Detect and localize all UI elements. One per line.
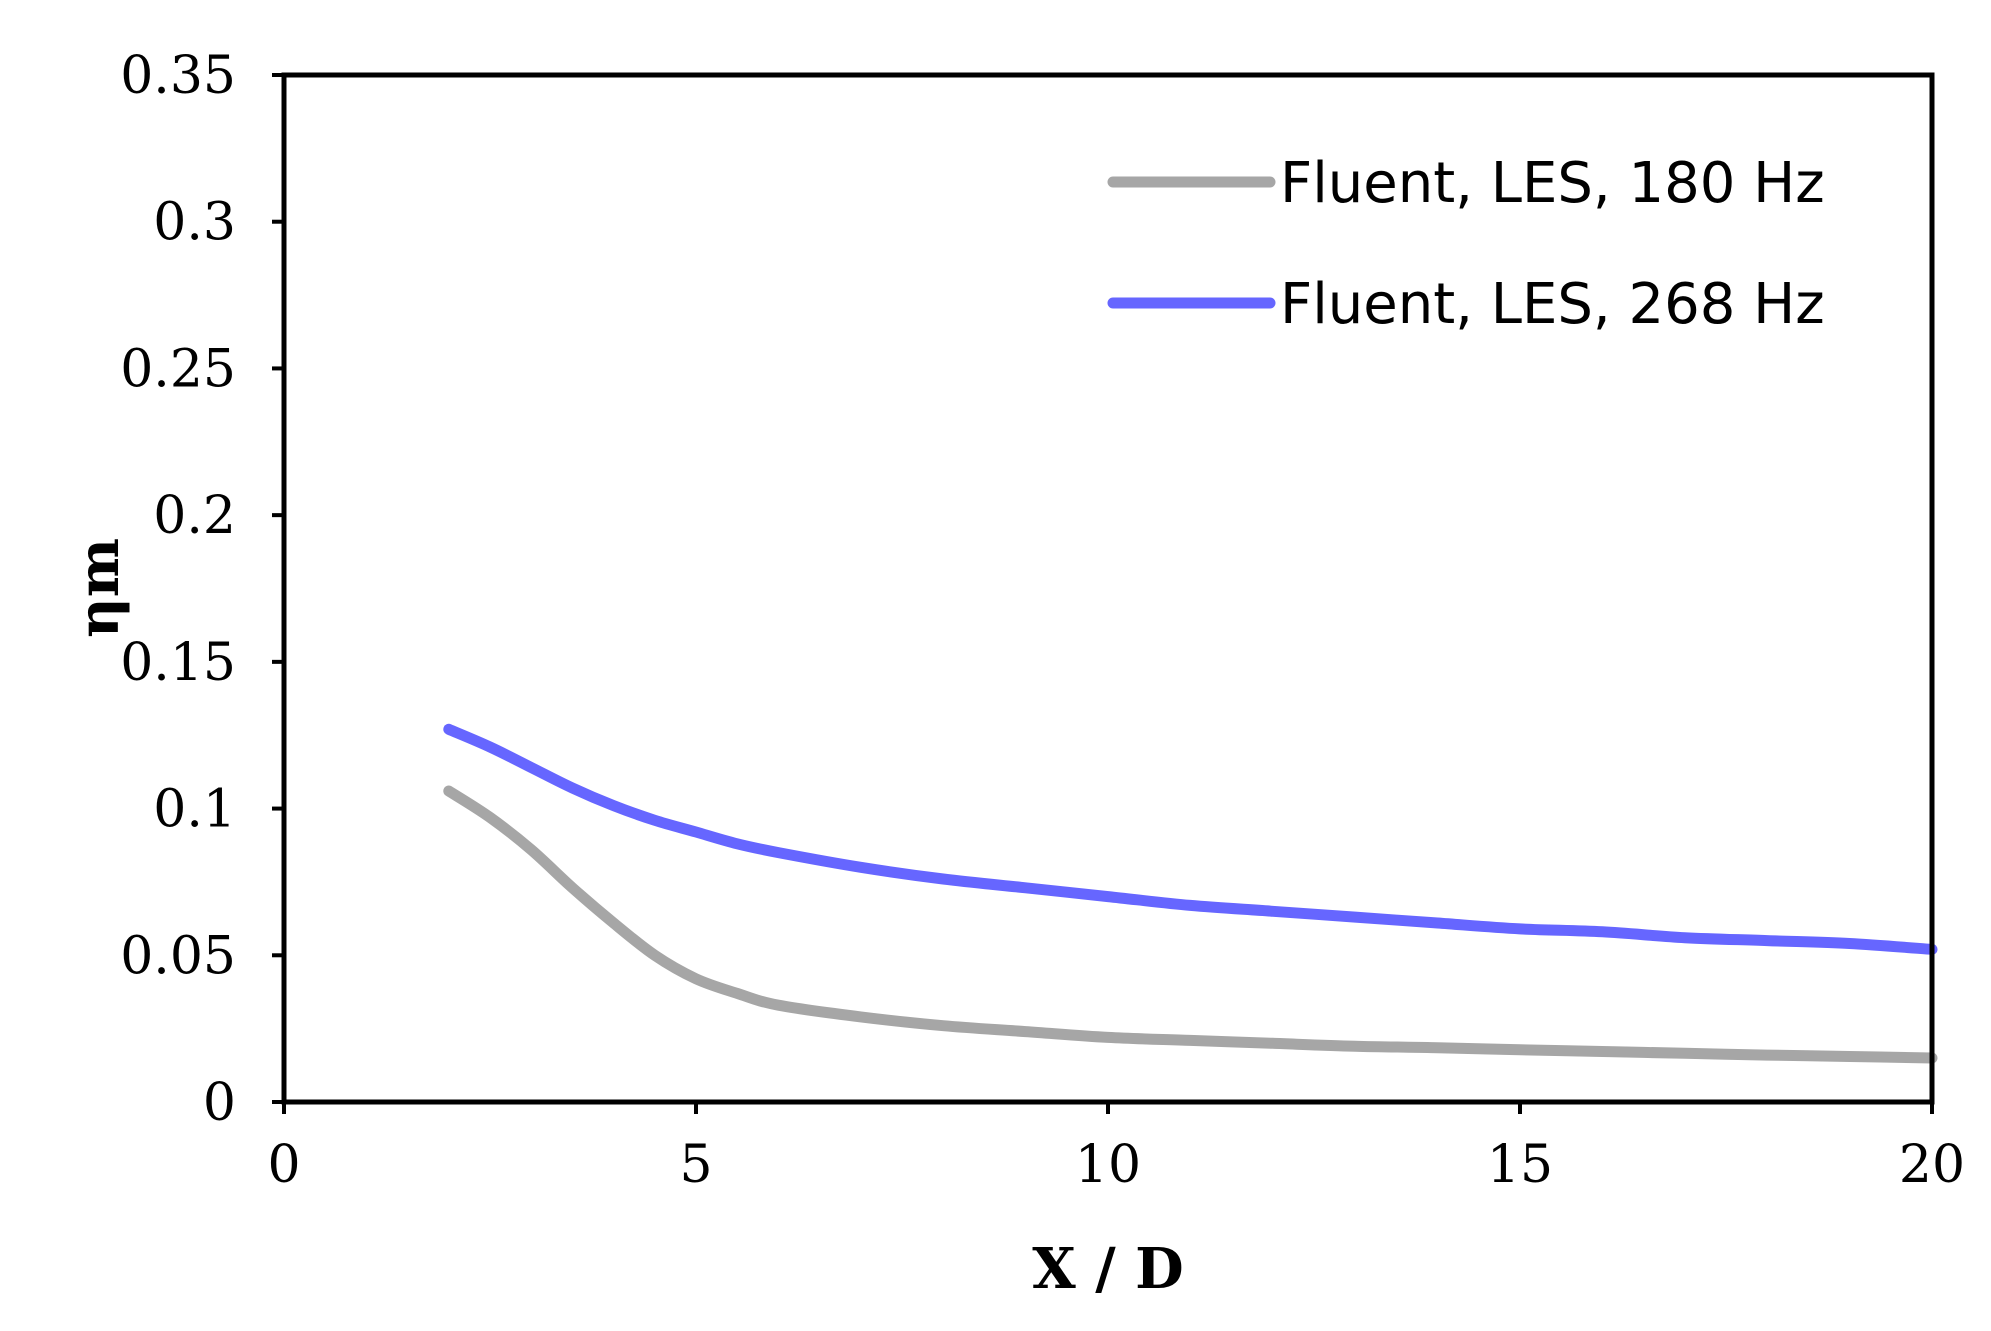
legend: Fluent, LES, 180 Hz Fluent, LES, 268 Hz bbox=[1107, 151, 1825, 337]
series-line-2 bbox=[443, 723, 1938, 955]
y-tick-label: 0 bbox=[203, 1073, 236, 1133]
legend-label-2: Fluent, LES, 268 Hz bbox=[1280, 272, 1825, 337]
y-tick-label: 0.1 bbox=[153, 780, 236, 840]
x-tick-label: 0 bbox=[267, 1135, 300, 1195]
y-tick-label: 0.25 bbox=[120, 339, 236, 399]
y-tick-label: 0.35 bbox=[120, 46, 236, 106]
y-tick-label: 0.2 bbox=[153, 486, 236, 546]
legend-label-1: Fluent, LES, 180 Hz bbox=[1280, 151, 1825, 216]
series-line-1 bbox=[443, 785, 1938, 1064]
x-tick-label: 15 bbox=[1487, 1135, 1553, 1195]
y-tick-label: 0.05 bbox=[120, 926, 236, 986]
y-axis-title: ηm bbox=[66, 538, 132, 638]
tick-layer: 0 5 10 15 20 0 0.05 0.1 0.15 0.2 0.25 0.3 0.35 bbox=[120, 46, 1965, 1195]
x-tick-label: 10 bbox=[1075, 1135, 1141, 1195]
x-tick-label: 5 bbox=[679, 1135, 712, 1195]
x-tick-label: 20 bbox=[1899, 1135, 1965, 1195]
series-layer bbox=[443, 723, 1938, 1064]
y-tick-label: 0.3 bbox=[153, 193, 236, 253]
x-axis-title: X / D bbox=[1032, 1236, 1183, 1302]
y-tick-label: 0.15 bbox=[120, 633, 236, 693]
